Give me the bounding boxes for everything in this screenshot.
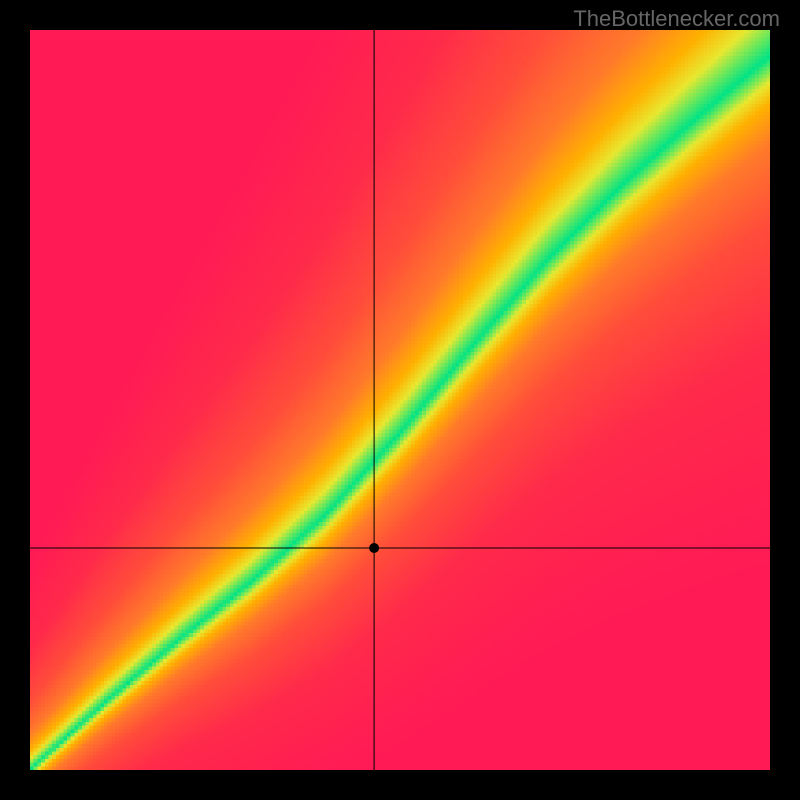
watermark-text: TheBottlenecker.com (573, 6, 780, 32)
heatmap-canvas (30, 30, 770, 770)
chart-container: TheBottlenecker.com (0, 0, 800, 800)
plot-area (30, 30, 770, 770)
